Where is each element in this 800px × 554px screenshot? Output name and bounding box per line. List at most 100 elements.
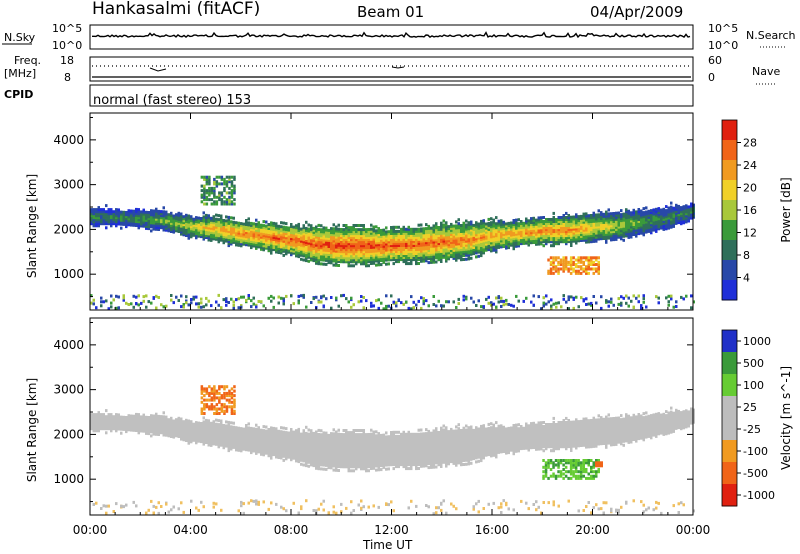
velocity-cell [182, 438, 185, 442]
power-cell [390, 240, 393, 244]
velocity-cell [240, 439, 243, 443]
power-cell [575, 237, 578, 241]
power-cell [122, 210, 125, 214]
power-cell [272, 244, 275, 247]
velocity-cell [272, 432, 275, 436]
power-cell [550, 230, 553, 234]
power-cell [212, 231, 215, 235]
velocity-cell [247, 448, 250, 452]
power-cell [392, 254, 395, 257]
velocity-clutter [165, 502, 168, 506]
power-patch-cell [225, 198, 229, 202]
power-cell [377, 249, 380, 253]
velocity-clutter [252, 499, 255, 503]
power-cell [492, 242, 495, 246]
power-cell [372, 253, 375, 257]
power-cell [165, 212, 168, 216]
power-cell [300, 243, 303, 247]
power-clutter [502, 303, 505, 307]
velocity-cell [175, 434, 178, 438]
power-cell [605, 228, 608, 232]
velocity-cell [120, 419, 123, 423]
power-cell [447, 233, 450, 237]
velocity-cell [160, 417, 163, 421]
power-cell [625, 224, 628, 228]
power-cell [527, 233, 530, 237]
power-cell [352, 240, 355, 244]
power-clutter [552, 302, 555, 306]
velocity-cell [285, 455, 288, 459]
power-cell [522, 239, 525, 243]
power-cell [245, 219, 248, 222]
velocity-cell [165, 431, 168, 435]
power-cell [667, 222, 670, 226]
power-cell [685, 220, 688, 224]
power-cell [547, 236, 550, 240]
power-cell [592, 219, 595, 223]
velocity-cell [145, 431, 148, 435]
power-cell [355, 230, 358, 234]
power-cell [560, 240, 563, 244]
power-cell [610, 218, 613, 222]
velocity-cell [197, 433, 200, 437]
velocity-cell [182, 434, 185, 438]
power-cell [180, 220, 183, 224]
power-cell [315, 245, 318, 249]
power-cell [227, 234, 230, 237]
power-cell [105, 222, 108, 226]
velocity-cell [115, 413, 118, 417]
power-clutter [667, 300, 670, 304]
velocity-cell [285, 445, 288, 449]
velocity-cell [152, 416, 155, 420]
power-patch-cell [210, 189, 214, 193]
power-cell [550, 240, 553, 244]
power-cell [620, 221, 623, 225]
power-cell [680, 212, 683, 216]
power-cell [422, 257, 425, 261]
power-cell [327, 243, 330, 246]
power-cell [185, 215, 188, 219]
power-cell [420, 223, 423, 227]
power-cell [347, 226, 350, 230]
velocity-cell [265, 443, 268, 447]
power-cell [135, 216, 138, 219]
power-patch-cell [220, 177, 224, 181]
power-cell [372, 233, 375, 237]
velocity-cell [130, 420, 133, 424]
power-patch-cell [590, 258, 593, 262]
power-cell [587, 224, 590, 228]
power-cell [277, 236, 280, 240]
power-cell [367, 254, 370, 258]
power-cell [360, 224, 363, 227]
power-cell [502, 222, 505, 226]
power-cell [577, 233, 580, 237]
power-cell [412, 241, 415, 245]
power-cell [400, 237, 403, 241]
power-cell [655, 229, 658, 233]
power-cell [590, 232, 593, 236]
power-cell [405, 250, 408, 253]
power-cell [610, 232, 613, 236]
velocity-clutter [212, 501, 215, 505]
power-cell [365, 248, 368, 252]
power-cell [225, 223, 228, 227]
velocity-cell [227, 445, 230, 448]
power-cell [377, 233, 380, 237]
power-clutter [477, 299, 480, 303]
power-cell [275, 240, 278, 244]
power-cell [302, 240, 305, 244]
power-cell [282, 243, 285, 247]
power-cell [662, 221, 665, 225]
power-cell [497, 233, 500, 237]
power-cell [300, 239, 303, 243]
power-cell [545, 240, 548, 244]
power-cell [325, 230, 328, 234]
power-cell [627, 217, 630, 221]
freq-tick-bottom: 8 [64, 71, 71, 84]
power-clutter [412, 306, 415, 310]
power-cell [655, 215, 658, 219]
velocity-clutter [167, 510, 170, 514]
velocity-cell [155, 432, 158, 436]
power-cell [415, 254, 418, 257]
power-cell [205, 213, 208, 217]
